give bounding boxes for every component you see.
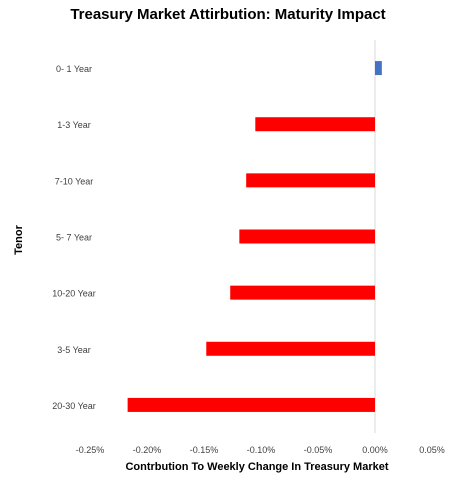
x-tick-label: -0.15% <box>190 445 219 455</box>
x-tick-label: -0.05% <box>304 445 333 455</box>
category-label: 7-10 Year <box>55 176 94 186</box>
bar <box>230 285 375 300</box>
x-tick-label: -0.20% <box>133 445 162 455</box>
category-label: 3-5 Year <box>57 345 91 355</box>
category-label: 10-20 Year <box>52 289 96 299</box>
category-label: 5- 7 Year <box>56 233 92 243</box>
x-axis-label: Contrbution To Weekly Change In Treasury… <box>125 461 388 473</box>
bar <box>375 61 382 76</box>
y-axis-label: Tenor <box>13 224 25 254</box>
category-label: 20-30 Year <box>52 401 96 411</box>
category-label: 1-3 Year <box>57 120 91 130</box>
x-tick-label: 0.00% <box>362 445 388 455</box>
x-tick-label: 0.05% <box>419 445 445 455</box>
bar <box>206 341 375 356</box>
x-tick-label: -0.10% <box>247 445 276 455</box>
bar <box>127 397 376 412</box>
bar <box>246 173 375 188</box>
category-label: 0- 1 Year <box>56 64 92 74</box>
bar <box>255 117 375 132</box>
chart-title: Treasury Market Attirbution: Maturity Im… <box>70 6 386 23</box>
x-tick-label: -0.25% <box>76 445 105 455</box>
bar <box>239 229 375 244</box>
